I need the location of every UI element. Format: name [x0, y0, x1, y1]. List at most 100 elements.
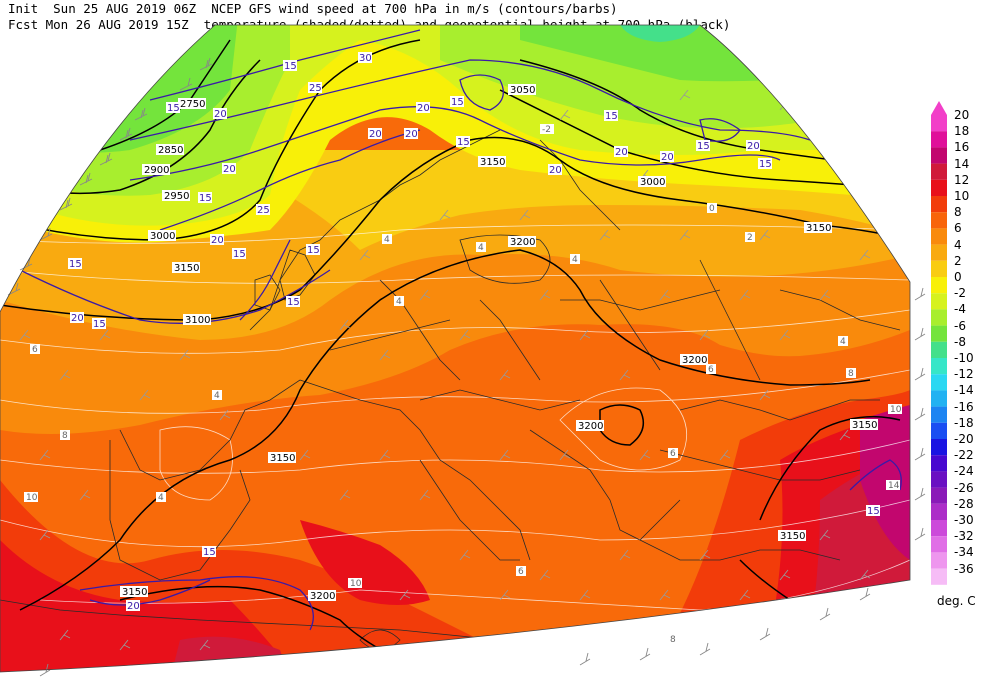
colorbar-label: -16	[954, 399, 974, 414]
temp-label: 6	[32, 345, 38, 355]
temp-label: 4	[214, 391, 220, 401]
temp-label: 0	[709, 204, 715, 214]
colorbar-label: -14	[954, 383, 974, 398]
colorbar-label: -10	[954, 351, 974, 365]
colorbar-label: -6	[954, 318, 966, 333]
temp-label: 10	[350, 579, 362, 589]
temp-label: 10	[890, 405, 902, 415]
wind-label: 20	[369, 129, 382, 140]
colorbar-swatch	[931, 147, 947, 164]
height-label-3150-east: 3150	[806, 223, 831, 234]
height-label-3000: 3000	[150, 231, 175, 242]
colorbar-swatch	[931, 520, 947, 537]
colorbar-label: -36	[954, 561, 974, 576]
colorbar-label: 12	[954, 172, 970, 187]
temp-label: -2	[542, 125, 551, 135]
wind-barbs	[19, 89, 871, 651]
colorbar-swatch	[931, 406, 947, 423]
wind-label: 30	[359, 53, 372, 64]
colorbar-swatch	[931, 277, 947, 294]
height-label-3150-levant: 3150	[780, 531, 805, 542]
wind-label: 20	[549, 165, 562, 176]
wind-label: 20	[747, 141, 760, 152]
wind-label: 20	[661, 152, 674, 163]
colorbar-label: -2	[954, 286, 966, 301]
colorbar-swatch	[931, 196, 947, 213]
colorbar-label: -28	[954, 496, 974, 511]
wind-label: 20	[417, 103, 430, 114]
height-label-3000-north: 3000	[640, 177, 665, 188]
temp-label: 10	[26, 493, 38, 503]
colorbar-swatch	[931, 536, 947, 553]
colorbar-label: 2	[954, 253, 962, 268]
colorbar-label: -4	[954, 302, 966, 317]
colorbar-label: -20	[954, 432, 974, 446]
colorbar-swatch	[931, 293, 947, 310]
temp-label: 4	[396, 297, 402, 307]
wind-speed-labels: 15 20 15 25 30 20 15 20 20 15 20 15 25 2…	[68, 52, 880, 612]
wind-label: 15	[233, 249, 246, 260]
wind-label: 15	[867, 506, 880, 517]
wind-label: 15	[203, 547, 216, 558]
colorbar-swatch	[931, 179, 947, 196]
colorbar-label: 18	[954, 124, 970, 139]
wind-label: 15	[93, 319, 106, 330]
temp-label: 8	[62, 431, 68, 441]
colorbar-units: deg. C	[937, 594, 976, 608]
height-label-2850: 2850	[158, 145, 183, 156]
height-label-3200-north: 3200	[510, 237, 535, 248]
colorbar-swatch	[931, 163, 947, 180]
colorbar-label: -32	[954, 529, 974, 544]
height-label-3200-south: 3200	[310, 591, 335, 602]
colorbar-label: -34	[954, 545, 974, 560]
colorbar-label: 8	[954, 205, 962, 220]
wind-label: 20	[214, 109, 227, 120]
temp-label: 4	[572, 255, 578, 265]
colorbar-swatch	[931, 552, 947, 569]
colorbar-label: -26	[954, 480, 974, 495]
temp-label: 8	[848, 369, 854, 379]
height-label-3150-turkey: 3150	[852, 420, 877, 431]
wind-label: 15	[759, 159, 772, 170]
height-label-2750: 2750	[180, 99, 205, 110]
height-label-3150-atlantic: 3150	[122, 587, 147, 598]
colorbar-swatch	[931, 568, 947, 585]
height-label-3050: 3050	[510, 85, 535, 96]
wind-label: 25	[257, 205, 270, 216]
height-label-3150-north: 3150	[480, 157, 505, 168]
wind-label: 20	[223, 164, 236, 175]
colorbar-swatch	[931, 439, 947, 456]
colorbar-label: 4	[954, 237, 962, 252]
colorbar-label: 10	[954, 189, 970, 203]
temp-label: 4	[478, 243, 484, 253]
map-domain-outline	[0, 24, 911, 673]
temperature-isotherms	[0, 224, 910, 611]
colorbar-swatch	[931, 115, 947, 132]
temp-label: 6	[518, 567, 524, 577]
colorbar-swatch	[931, 228, 947, 245]
wind-label: 15	[287, 297, 300, 308]
colorbar-label: 20	[954, 108, 970, 122]
temperature-labels: 0 2 4 6 8 10 8 10 14 4 4 4 4 4 4 6 6 6 8…	[24, 124, 902, 645]
height-label-3200-balkans: 3200	[578, 421, 603, 432]
temp-label: 2	[747, 233, 753, 243]
wind-label: 20	[211, 235, 224, 246]
height-label-3150-iberia: 3150	[270, 453, 295, 464]
height-labels: 3000 3150 3100 3200 3150 3050 3150 3200 …	[120, 84, 878, 602]
colorbar-label: 0	[954, 270, 962, 284]
colorbar-swatch	[931, 374, 947, 391]
height-label-3150-west: 3150	[174, 263, 199, 274]
wind-label: 15	[457, 137, 470, 148]
wind-label: 25	[309, 83, 322, 94]
colorbar-swatch	[931, 260, 947, 277]
height-label-3100: 3100	[185, 315, 210, 326]
colorbar-swatch	[931, 471, 947, 488]
colorbar-swatch	[931, 422, 947, 439]
wind-label: 15	[284, 61, 297, 72]
colorbar-swatches	[931, 115, 947, 585]
temp-label: 4	[840, 337, 846, 347]
wind-label: 15	[167, 103, 180, 114]
colorbar-label: -12	[954, 367, 974, 382]
colorbar-swatch	[931, 341, 947, 358]
